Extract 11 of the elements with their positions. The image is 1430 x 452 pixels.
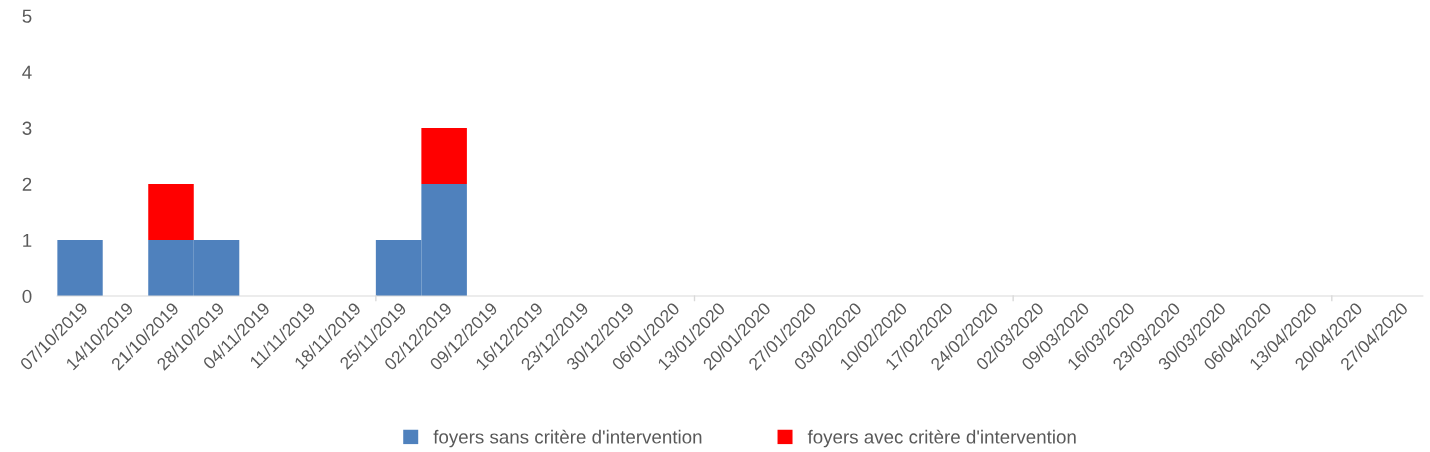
bar [57,240,103,297]
legend-label: foyers avec critère d'intervention [807,429,1076,448]
y-tick-label: 4 [22,65,32,79]
bar [421,127,467,184]
y-tick-label: 0 [22,289,32,304]
y-tick-label: 1 [23,233,32,247]
legend-label: foyers sans critère d'intervention [433,429,702,448]
y-tick-label: 2 [22,177,32,191]
y-tick-label: 3 [22,121,32,135]
bar [148,183,194,241]
y-tick-label: 5 [22,9,32,23]
